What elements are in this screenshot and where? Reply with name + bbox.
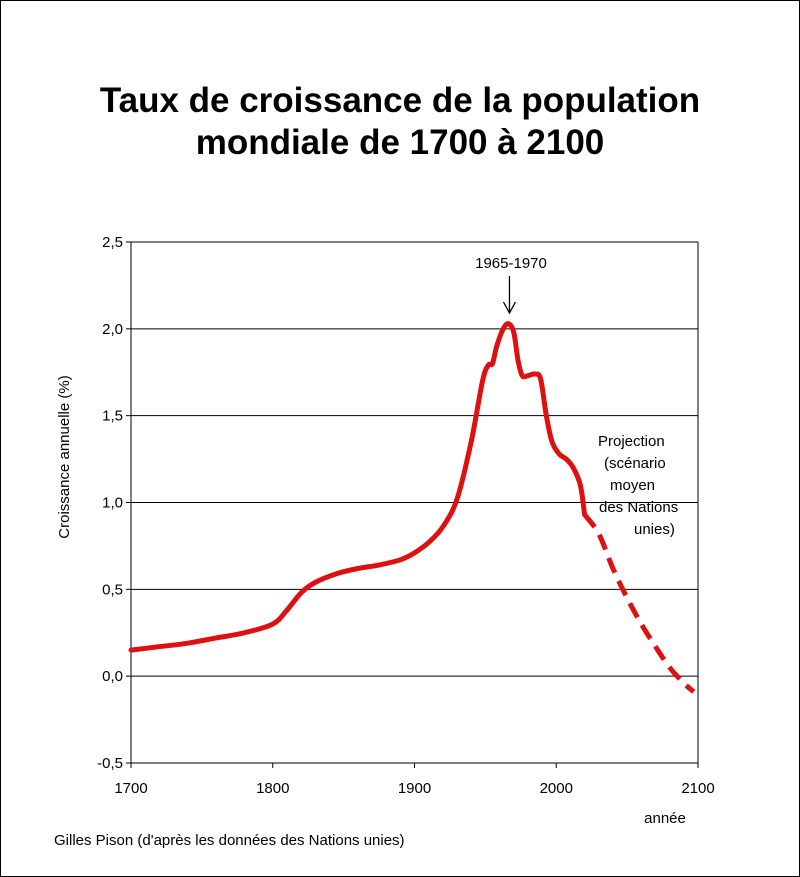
x-tick-label: 2000 xyxy=(540,780,573,797)
x-tick-label: 1700 xyxy=(114,780,147,797)
data-series xyxy=(128,321,696,694)
y-axis-label: Croissance annuelle (%) xyxy=(56,375,73,538)
projection-line-5: unies) xyxy=(634,521,675,538)
projection-line-3: moyen xyxy=(610,477,656,494)
x-axis-label: année xyxy=(644,810,686,827)
source-credit: Gilles Pison (d'après les données des Na… xyxy=(54,832,405,849)
y-tick-label: 2,5 xyxy=(102,234,123,251)
y-tick-labels: -0,5 0,0 0,5 1,0 1,5 2,0 2,5 xyxy=(97,234,123,772)
y-tick-label: 1,0 xyxy=(102,495,123,512)
axes xyxy=(126,241,699,768)
projection-line-4: des Nations xyxy=(599,499,679,516)
grid-lines xyxy=(131,241,698,764)
y-tick-label: 0,0 xyxy=(102,668,123,685)
chart-title-line-2: mondiale de 1700 à 2100 xyxy=(195,123,605,162)
y-tick-label: 0,5 xyxy=(102,581,123,598)
x-tick-label: 2100 xyxy=(681,780,714,797)
historical-series-line xyxy=(128,321,588,653)
peak-annotation-label: 1965-1970 xyxy=(475,255,547,272)
y-tick-label: 2,0 xyxy=(102,321,123,338)
y-tick-label: 1,5 xyxy=(102,408,123,425)
chart-title-line-1: Taux de croissance de la population xyxy=(99,81,701,120)
x-tick-labels: 1700 1800 1900 2000 2100 xyxy=(114,780,714,797)
chart-title: Taux de croissance de la population mond… xyxy=(0,80,800,164)
x-tick-label: 1900 xyxy=(398,780,431,797)
y-tick-label: -0,5 xyxy=(97,755,123,772)
peak-arrow-head xyxy=(502,301,517,315)
projection-line-1: Projection xyxy=(598,433,665,450)
x-tick-label: 1800 xyxy=(256,780,289,797)
peak-arrow-icon xyxy=(502,276,517,315)
projection-series-line xyxy=(582,513,696,694)
projection-annotation: Projection (scénario moyen des Nations u… xyxy=(598,431,678,541)
projection-line-2: (scénario xyxy=(604,455,666,472)
